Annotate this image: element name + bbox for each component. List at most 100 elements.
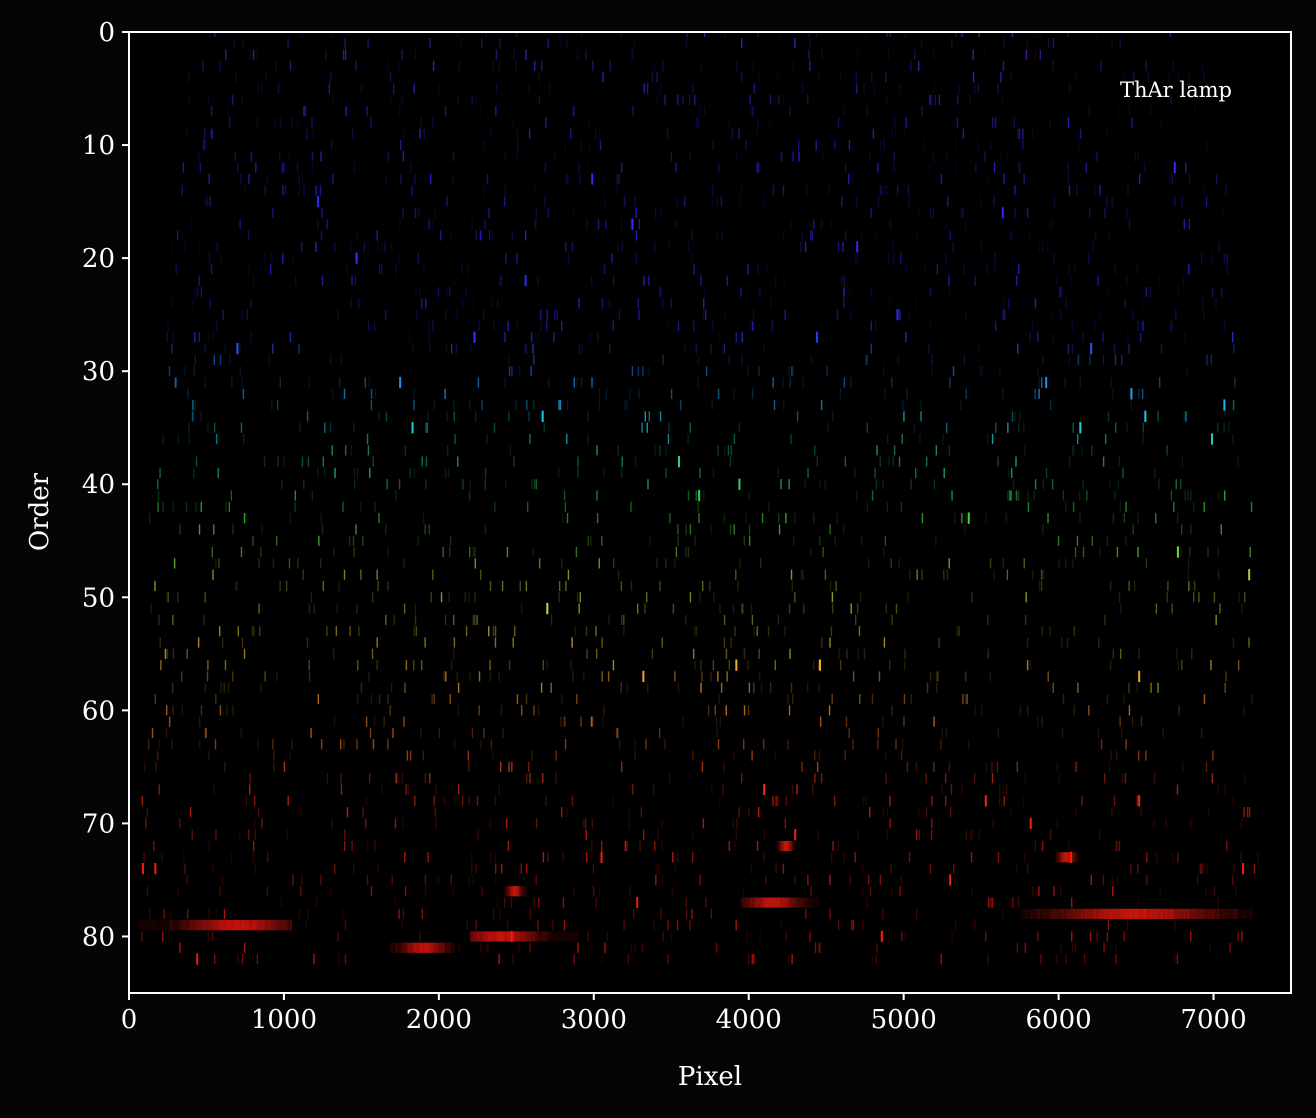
emission-line [801, 83, 804, 94]
bright-band-segment [1157, 908, 1160, 919]
emission-line [445, 343, 448, 354]
emission-line [955, 32, 957, 38]
bright-band-segment [787, 897, 790, 908]
emission-line [410, 162, 412, 173]
emission-line [364, 377, 366, 388]
emission-line [362, 807, 364, 818]
emission-line [635, 207, 637, 218]
emission-line [849, 874, 852, 886]
emission-line [403, 603, 406, 614]
emission-line [374, 501, 376, 512]
emission-line [147, 739, 150, 750]
emission-line [1102, 874, 1105, 886]
emission-line [687, 546, 690, 558]
bright-band-segment [772, 897, 775, 908]
emission-line [562, 513, 564, 524]
emission-line [1198, 863, 1200, 874]
emission-line [1061, 727, 1064, 739]
emission-line [866, 354, 868, 365]
emission-line [360, 83, 363, 94]
emission-line [602, 72, 604, 83]
emission-line [969, 94, 971, 105]
emission-line [469, 671, 471, 682]
emission-line [516, 139, 519, 151]
emission-line [1128, 343, 1130, 354]
bright-band-segment [153, 920, 156, 931]
bright-band-segment [568, 931, 572, 942]
emission-line [620, 32, 623, 38]
emission-line [835, 580, 837, 592]
emission-line [980, 241, 983, 252]
bright-band-segment [484, 931, 487, 942]
emission-line [1130, 863, 1132, 874]
emission-line [473, 298, 475, 309]
emission-line [279, 117, 282, 128]
emission-line [596, 332, 599, 343]
emission-line [886, 185, 888, 196]
emission-line [266, 886, 269, 897]
emission-line [1094, 230, 1097, 241]
emission-line [751, 614, 754, 625]
emission-line [772, 185, 775, 196]
emission-line [634, 942, 637, 953]
emission-line [457, 705, 459, 716]
emission-line [1116, 840, 1119, 852]
emission-line [906, 388, 908, 399]
emission-line [954, 920, 957, 931]
emission-line [1175, 479, 1177, 490]
emission-line [945, 422, 948, 433]
emission-line [617, 727, 619, 739]
emission-line [824, 569, 827, 580]
emission-line [150, 603, 152, 614]
emission-line [634, 750, 636, 761]
emission-line [624, 840, 627, 852]
emission-line [865, 795, 867, 806]
emission-line [1142, 422, 1144, 433]
emission-line [344, 38, 346, 49]
emission-line [597, 219, 600, 230]
emission-line [852, 920, 854, 931]
emission-line [1200, 863, 1202, 874]
emission-line [584, 818, 587, 829]
emission-line [187, 388, 189, 399]
emission-line [1169, 173, 1171, 185]
emission-line [817, 829, 820, 840]
emission-line [915, 908, 918, 919]
emission-line [1041, 241, 1044, 252]
emission-line [1206, 83, 1209, 94]
emission-line [215, 693, 217, 705]
emission-line [177, 886, 179, 897]
bright-band-segment [1220, 908, 1223, 919]
bright-band-segment [1075, 908, 1078, 919]
emission-line [171, 298, 174, 309]
bright-band-segment [276, 920, 280, 931]
emission-line [292, 874, 294, 886]
emission-line [1213, 592, 1216, 603]
emission-line [833, 795, 836, 806]
emission-line [1088, 106, 1090, 117]
bright-band-segment [496, 931, 499, 942]
emission-line [1082, 546, 1085, 558]
emission-line [638, 309, 640, 320]
emission-line [801, 761, 803, 772]
emission-line [495, 106, 497, 117]
emission-line [698, 513, 700, 524]
emission-line [332, 648, 335, 659]
emission-line [504, 332, 506, 343]
emission-line [516, 320, 518, 332]
emission-line [1023, 852, 1026, 863]
emission-line [871, 490, 874, 501]
emission-line [887, 253, 890, 264]
emission-line [271, 400, 273, 411]
bright-band-segment [525, 931, 529, 942]
emission-line [689, 422, 691, 433]
emission-line [242, 388, 245, 399]
emission-line [215, 241, 218, 252]
emission-line [757, 117, 759, 128]
emission-line [922, 139, 925, 151]
emission-line [1241, 603, 1243, 614]
emission-line [1119, 501, 1122, 512]
emission-line [384, 309, 387, 320]
emission-line [179, 942, 181, 953]
emission-line [445, 286, 448, 298]
